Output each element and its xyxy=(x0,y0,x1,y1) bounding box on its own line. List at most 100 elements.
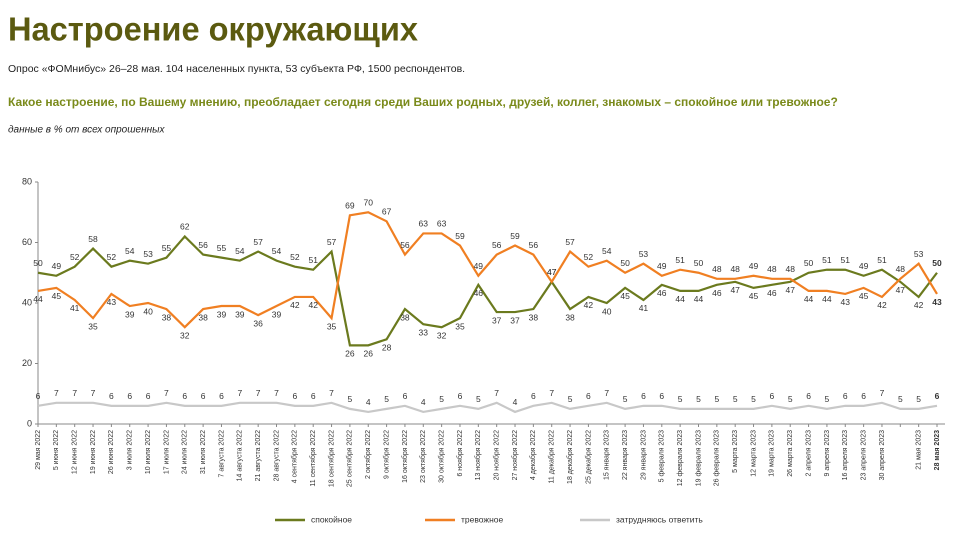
data-label: 6 xyxy=(806,391,811,401)
legend-label: затрудняюсь ответить xyxy=(616,514,703,524)
data-label: 53 xyxy=(143,249,153,259)
data-label: 40 xyxy=(602,306,612,316)
data-label: 41 xyxy=(70,303,80,313)
x-tick-label: 4 сентября 2022 xyxy=(291,430,299,483)
data-label: 6 xyxy=(586,391,591,401)
data-label: 6 xyxy=(146,391,151,401)
data-label: 52 xyxy=(107,252,117,262)
data-label: 47 xyxy=(730,285,740,295)
x-tick-label: 18 декабря 2022 xyxy=(566,430,574,484)
data-label: 54 xyxy=(125,246,135,256)
data-label: 46 xyxy=(657,288,667,298)
data-label: 6 xyxy=(127,391,132,401)
x-tick-label: 5 марта 2023 xyxy=(732,430,739,473)
data-label: 40 xyxy=(143,306,153,316)
data-label: 5 xyxy=(733,394,738,404)
data-label: 4 xyxy=(366,397,371,407)
data-label: 43 xyxy=(107,297,117,307)
data-label: 50 xyxy=(694,258,704,268)
note: данные в % от всех опрошенных xyxy=(8,125,165,136)
x-tick-label: 4 декабря 2022 xyxy=(529,430,537,480)
data-label: 5 xyxy=(714,394,719,404)
data-label: 55 xyxy=(162,243,172,253)
data-label: 36 xyxy=(253,318,263,328)
data-label: 57 xyxy=(565,237,575,247)
data-label: 7 xyxy=(329,388,334,398)
x-tick-label: 6 ноября 2022 xyxy=(456,430,464,477)
x-tick-label: 7 августа 2022 xyxy=(218,430,225,478)
x-tick-label: 11 сентября 2022 xyxy=(309,430,317,487)
x-tick-label: 26 февраля 2023 xyxy=(714,430,721,486)
data-label: 37 xyxy=(492,315,502,325)
data-label: 42 xyxy=(877,300,887,310)
x-tick-label: 20 ноября 2022 xyxy=(493,430,501,481)
x-tick-label: 26 марта 2023 xyxy=(787,430,794,477)
series-line xyxy=(37,401,938,414)
data-label: 26 xyxy=(345,349,355,359)
series-line xyxy=(37,234,938,347)
data-label: 47 xyxy=(896,285,906,295)
x-tick-label: 25 декабря 2022 xyxy=(584,430,592,484)
data-label: 44 xyxy=(822,294,832,304)
data-label: 46 xyxy=(474,288,484,298)
data-label: 33 xyxy=(419,327,429,337)
data-label: 5 xyxy=(788,394,793,404)
legend-label: спокойное xyxy=(311,514,352,524)
data-label: 70 xyxy=(364,198,374,208)
data-label: 46 xyxy=(767,288,777,298)
data-label: 45 xyxy=(749,291,759,301)
data-label: 59 xyxy=(510,231,520,241)
x-tick-label: 26 июня 2022 xyxy=(108,430,115,474)
data-label: 28 xyxy=(382,343,392,353)
data-label: 56 xyxy=(529,240,539,250)
data-label: 6 xyxy=(311,391,316,401)
data-label: 6 xyxy=(843,391,848,401)
data-label: 6 xyxy=(36,391,41,401)
data-label: 51 xyxy=(675,255,685,265)
x-tick-label: 19 марта 2023 xyxy=(769,430,776,477)
data-label: 52 xyxy=(70,252,80,262)
x-tick-label: 3 июля 2022 xyxy=(127,430,134,470)
x-tick-label: 21 мая 2023 xyxy=(915,430,922,470)
data-label: 43 xyxy=(841,297,851,307)
x-tick-label: 10 июля 2022 xyxy=(145,430,152,474)
x-tick-label: 13 ноября 2022 xyxy=(474,430,482,481)
data-label: 56 xyxy=(400,240,410,250)
x-tick-label: 14 августа 2022 xyxy=(237,430,244,481)
x-tick-label: 16 апреля 2023 xyxy=(842,430,849,480)
data-label: 49 xyxy=(859,261,869,271)
data-label: 58 xyxy=(88,234,98,244)
x-tick-label: 30 апреля 2023 xyxy=(879,430,886,480)
data-label: 6 xyxy=(403,391,408,401)
data-label: 4 xyxy=(513,397,518,407)
data-label: 45 xyxy=(859,291,869,301)
x-tick-label: 23 октября 2022 xyxy=(419,430,427,483)
data-label: 39 xyxy=(217,309,227,319)
y-tick-label: 0 xyxy=(27,418,32,428)
data-label: 57 xyxy=(253,237,263,247)
data-label: 7 xyxy=(237,388,242,398)
data-label: 43 xyxy=(932,297,942,307)
data-label: 48 xyxy=(712,264,722,274)
data-label: 44 xyxy=(694,294,704,304)
x-tick-label: 9 апреля 2023 xyxy=(824,430,831,477)
data-label: 6 xyxy=(861,391,866,401)
data-label: 35 xyxy=(327,321,337,331)
x-tick-label: 15 января 2023 xyxy=(604,430,611,480)
data-label: 67 xyxy=(382,207,392,217)
x-tick-label: 27 ноября 2022 xyxy=(511,430,519,481)
data-label: 49 xyxy=(474,261,484,271)
x-tick-label: 22 января 2023 xyxy=(622,430,629,480)
data-label: 5 xyxy=(568,394,573,404)
x-tick-label: 25 сентября 2022 xyxy=(346,430,354,487)
data-label: 32 xyxy=(180,330,190,340)
data-label: 5 xyxy=(439,394,444,404)
data-label: 63 xyxy=(419,219,429,229)
data-label: 6 xyxy=(641,391,646,401)
x-tick-label: 18 сентября 2022 xyxy=(327,430,335,487)
x-tick-label: 17 июля 2022 xyxy=(163,430,170,474)
x-tick-label: 23 апреля 2023 xyxy=(860,430,867,480)
x-tick-label: 5 июня 2022 xyxy=(53,430,60,470)
chart-title: Настроение окружающих xyxy=(8,11,419,48)
y-tick-label: 40 xyxy=(22,297,32,307)
